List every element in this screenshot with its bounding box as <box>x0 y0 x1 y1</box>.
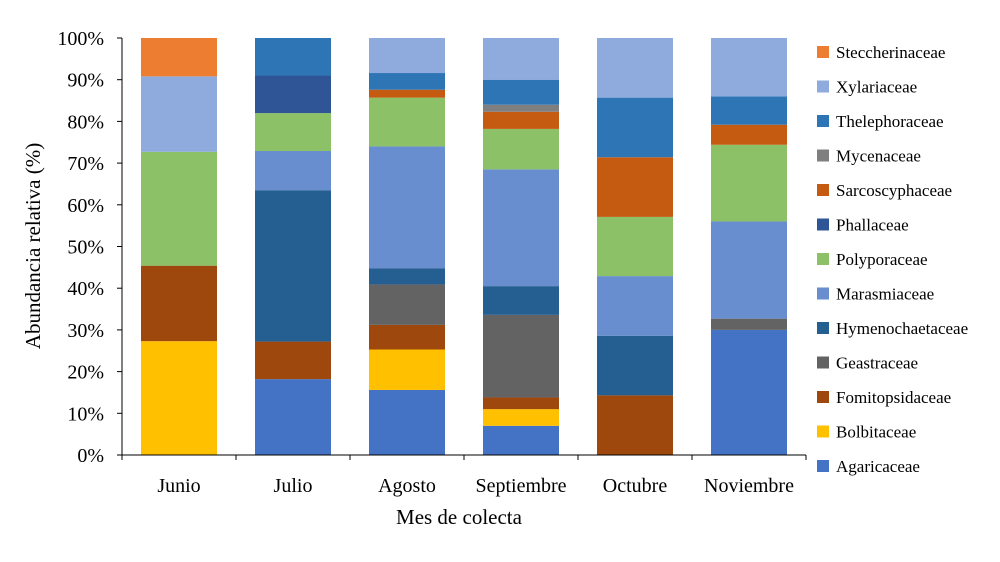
legend-swatch-thelephoraceae <box>817 115 829 127</box>
bar-segment-noviembre-agaricaceae <box>711 329 787 455</box>
x-axis-title: Mes de colecta <box>396 505 523 529</box>
bar-segment-septiembre-fomitopsidaceae <box>483 397 559 410</box>
legend-label-bolbitaceae: Bolbitaceae <box>836 423 916 442</box>
legend-label-agaricaceae: Agaricaceae <box>836 457 920 476</box>
bar-segment-julio-fomitopsidaceae <box>255 341 331 380</box>
legend-label-sarcoscyphaceae: Sarcoscyphaceae <box>836 181 952 200</box>
legend-label-geastraceae: Geastraceae <box>836 354 918 373</box>
y-tick-label: 80% <box>67 111 104 133</box>
bar-segment-julio-marasmiaceae <box>255 151 331 191</box>
legend-swatch-steccherinaceae <box>817 46 829 58</box>
y-tick-label: 10% <box>67 403 104 425</box>
x-tick-label-agosto: Agosto <box>378 475 436 497</box>
y-tick-labels: 0% 10% 20% 30% 40% 50% 60% 70% 80% 90% 100% <box>57 28 122 467</box>
bar-segment-agosto-polyporaceae <box>369 97 445 147</box>
y-tick-label: 90% <box>67 70 104 92</box>
y-tick-label: 30% <box>67 320 104 342</box>
bar-segment-julio-phallaceae <box>255 75 331 114</box>
axes-group <box>121 38 806 456</box>
x-tick-label-julio: Julio <box>274 475 313 497</box>
legend-label-steccherinaceae: Steccherinaceae <box>836 43 945 62</box>
bar-segment-julio-hymenochaetaceae <box>255 190 331 342</box>
legend-swatch-geastraceae <box>817 356 829 369</box>
bar-segment-septiembre-mycenaceae <box>483 104 559 112</box>
bar-segment-junio-bolbitaceae <box>141 341 217 455</box>
legend-swatch-mycenaceae <box>817 149 829 162</box>
bar-segment-noviembre-geastraceae <box>711 318 787 330</box>
x-tick-label-octubre: Octubre <box>603 475 668 497</box>
bar-segment-octubre-hymenochaetaceae <box>597 335 673 396</box>
legend: Steccherinaceae Xylariaceae Thelephoraceae… <box>817 43 968 476</box>
legend-swatch-xylariaceae <box>817 80 829 93</box>
bar-segment-julio-thelephoraceae <box>255 38 331 76</box>
bar-segment-noviembre-thelephoraceae <box>711 96 787 125</box>
bar-segment-septiembre-thelephoraceae <box>483 79 559 105</box>
bar-segment-agosto-xylariaceae <box>369 38 445 74</box>
bar-segment-septiembre-agaricaceae <box>483 425 559 455</box>
legend-swatch-sarcoscyphaceae <box>817 184 829 196</box>
x-tick-label-noviembre: Noviembre <box>704 475 794 497</box>
bar-segment-agosto-geastraceae <box>369 284 445 325</box>
y-tick-label: 100% <box>57 28 104 50</box>
bar-segment-octubre-xylariaceae <box>597 38 673 98</box>
legend-label-thelephoraceae: Thelephoraceae <box>836 112 944 131</box>
x-tick-label-septiembre: Septiembre <box>475 475 566 497</box>
bar-segment-noviembre-polyporaceae <box>711 144 787 222</box>
bar-segment-agosto-bolbitaceae <box>369 349 445 390</box>
bar-segment-junio-polyporaceae <box>141 151 217 266</box>
bar-segment-agosto-hymenochaetaceae <box>369 268 445 285</box>
bar-segment-noviembre-sarcoscyphaceae <box>711 124 787 145</box>
bar-segment-septiembre-marasmiaceae <box>483 169 559 287</box>
bar-segment-agosto-agaricaceae <box>369 389 445 455</box>
bar-segment-agosto-thelephoraceae <box>369 73 445 90</box>
bar-segment-septiembre-polyporaceae <box>483 128 559 170</box>
legend-label-polyporaceae: Polyporaceae <box>836 250 928 269</box>
bar-segment-septiembre-xylariaceae <box>483 38 559 80</box>
bar-segment-agosto-marasmiaceae <box>369 146 445 269</box>
bar-segment-junio-fomitopsidaceae <box>141 265 217 342</box>
legend-label-mycenaceae: Mycenaceae <box>836 147 921 166</box>
legend-swatch-bolbitaceae <box>817 425 829 438</box>
bar-segment-noviembre-marasmiaceae <box>711 221 787 319</box>
bar-segment-julio-polyporaceae <box>255 113 331 152</box>
y-tick-label: 20% <box>67 362 104 384</box>
bar-segment-septiembre-sarcoscyphaceae <box>483 111 559 129</box>
bar-segment-noviembre-xylariaceae <box>711 38 787 97</box>
bar-segment-septiembre-geastraceae <box>483 314 559 398</box>
bar-segment-octubre-polyporaceae <box>597 216 673 277</box>
bar-segment-septiembre-hymenochaetaceae <box>483 286 559 315</box>
bar-segment-junio-steccherinaceae <box>141 38 217 77</box>
bar-segment-julio-agaricaceae <box>255 379 331 455</box>
x-tick-labels: Junio Julio Agosto Septiembre Octubre Noviemb… <box>121 455 807 497</box>
legend-label-marasmiaceae: Marasmiaceae <box>836 285 934 304</box>
legend-label-phallaceae: Phallaceae <box>836 216 909 235</box>
legend-swatch-hymenochaetaceae <box>817 322 829 334</box>
y-tick-label: 50% <box>67 237 104 259</box>
y-tick-label: 0% <box>77 445 104 467</box>
legend-label-fomitopsidaceae: Fomitopsidaceae <box>836 388 951 407</box>
bar-segment-agosto-fomitopsidaceae <box>369 324 445 350</box>
y-tick-label: 70% <box>67 153 104 175</box>
bar-segment-octubre-fomitopsidaceae <box>597 395 673 455</box>
legend-label-xylariaceae: Xylariaceae <box>836 78 917 97</box>
bar-segment-octubre-marasmiaceae <box>597 276 673 336</box>
bar-segment-junio-xylariaceae <box>141 76 217 152</box>
bars-group <box>141 38 787 455</box>
y-axis-title: Abundancia relativa (%) <box>21 143 45 349</box>
legend-swatch-fomitopsidaceae <box>817 391 829 403</box>
legend-swatch-marasmiaceae <box>817 287 829 300</box>
legend-swatch-agaricaceae <box>817 460 829 472</box>
legend-swatch-phallaceae <box>817 218 829 231</box>
bar-segment-agosto-sarcoscyphaceae <box>369 89 445 98</box>
bar-segment-septiembre-bolbitaceae <box>483 409 559 426</box>
bar-segment-octubre-thelephoraceae <box>597 97 673 158</box>
legend-swatch-polyporaceae <box>817 253 829 265</box>
bar-segment-octubre-sarcoscyphaceae <box>597 157 673 217</box>
y-tick-label: 40% <box>67 278 104 300</box>
x-tick-label-junio: Junio <box>157 475 200 497</box>
legend-label-hymenochaetaceae: Hymenochaetaceae <box>836 319 968 338</box>
y-tick-label: 60% <box>67 195 104 217</box>
